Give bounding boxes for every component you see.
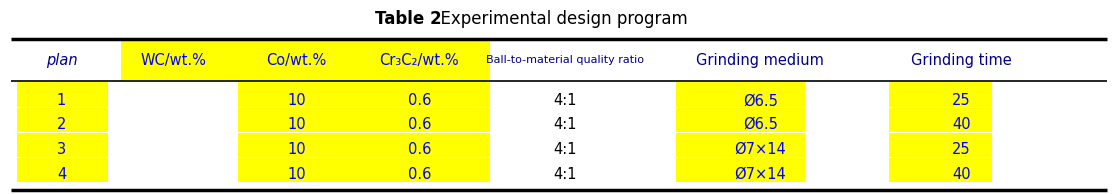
Text: 0.6: 0.6 [408, 142, 430, 157]
Text: WC/wt.%: WC/wt.% [141, 53, 206, 68]
FancyBboxPatch shape [238, 158, 367, 182]
Text: 4:1: 4:1 [552, 117, 577, 132]
Text: Ø7×14: Ø7×14 [735, 167, 786, 182]
Text: 0.6: 0.6 [408, 93, 430, 108]
Text: 1: 1 [57, 93, 66, 108]
FancyBboxPatch shape [676, 82, 805, 107]
Text: 10: 10 [287, 93, 305, 108]
Text: 4:1: 4:1 [552, 93, 577, 108]
FancyBboxPatch shape [121, 41, 249, 81]
Text: plan: plan [46, 53, 77, 68]
Text: Ø6.5: Ø6.5 [742, 93, 778, 108]
Text: 2: 2 [57, 117, 66, 132]
FancyBboxPatch shape [238, 133, 367, 157]
Text: Ball-to-material quality ratio: Ball-to-material quality ratio [485, 55, 644, 65]
FancyBboxPatch shape [17, 158, 108, 182]
Text: Ø6.5: Ø6.5 [742, 117, 778, 132]
Text: 10: 10 [287, 167, 305, 182]
Text: 25: 25 [953, 93, 970, 108]
Text: Grinding medium: Grinding medium [697, 53, 824, 68]
Text: 0.6: 0.6 [408, 117, 430, 132]
FancyBboxPatch shape [238, 41, 367, 81]
Text: Table 2: Table 2 [375, 10, 442, 28]
Text: Experimental design program: Experimental design program [430, 10, 688, 28]
Text: 4:1: 4:1 [552, 142, 577, 157]
FancyBboxPatch shape [889, 82, 992, 107]
Text: 40: 40 [953, 167, 970, 182]
Text: 4: 4 [57, 167, 66, 182]
Text: 0.6: 0.6 [408, 167, 430, 182]
FancyBboxPatch shape [676, 133, 805, 157]
Text: 40: 40 [953, 117, 970, 132]
FancyBboxPatch shape [356, 108, 490, 132]
FancyBboxPatch shape [889, 133, 992, 157]
FancyBboxPatch shape [356, 41, 490, 81]
Text: 25: 25 [953, 142, 970, 157]
FancyBboxPatch shape [676, 108, 805, 132]
FancyBboxPatch shape [238, 108, 367, 132]
FancyBboxPatch shape [356, 158, 490, 182]
Text: Ø7×14: Ø7×14 [735, 142, 786, 157]
FancyBboxPatch shape [889, 108, 992, 132]
Text: 10: 10 [287, 117, 305, 132]
FancyBboxPatch shape [356, 82, 490, 107]
FancyBboxPatch shape [238, 82, 367, 107]
Text: 3: 3 [57, 142, 66, 157]
FancyBboxPatch shape [17, 82, 108, 107]
FancyBboxPatch shape [17, 133, 108, 157]
Text: 4:1: 4:1 [552, 167, 577, 182]
Text: Cr₃C₂/wt.%: Cr₃C₂/wt.% [379, 53, 459, 68]
Text: Co/wt.%: Co/wt.% [266, 53, 326, 68]
FancyBboxPatch shape [356, 133, 490, 157]
FancyBboxPatch shape [17, 108, 108, 132]
FancyBboxPatch shape [889, 158, 992, 182]
Text: Grinding time: Grinding time [911, 53, 1012, 68]
FancyBboxPatch shape [676, 158, 805, 182]
Text: 10: 10 [287, 142, 305, 157]
